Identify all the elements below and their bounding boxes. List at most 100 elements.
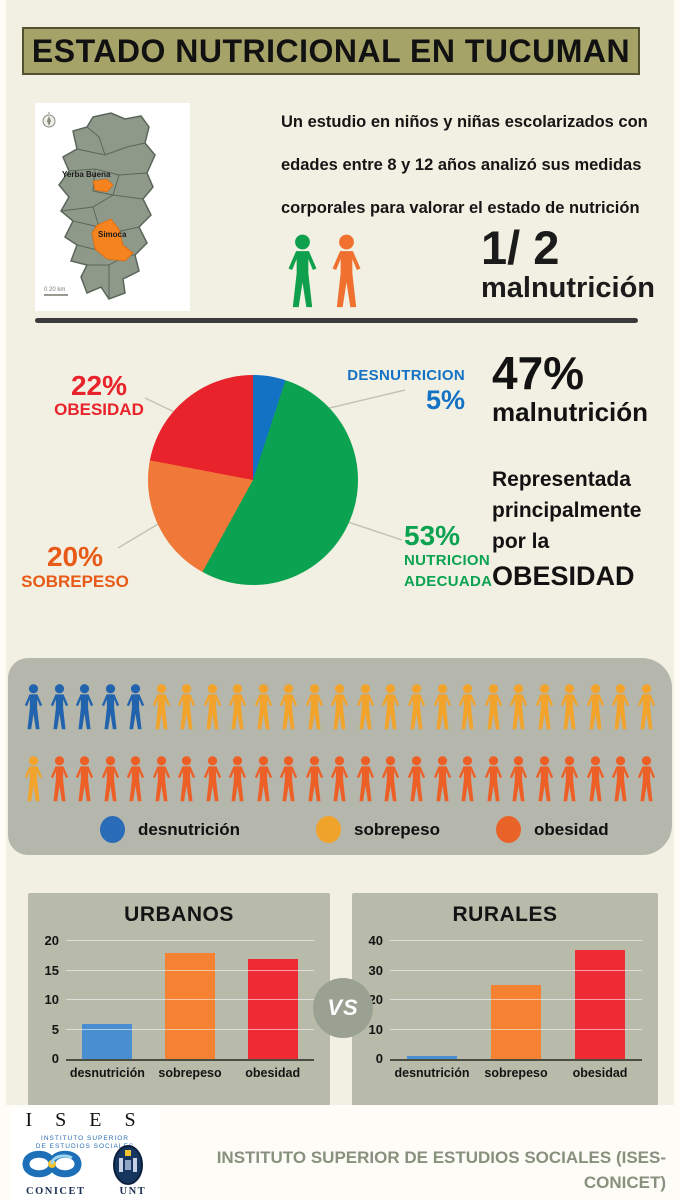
x-axis-labels: desnutrición sobrepeso obesidad [390, 1066, 642, 1080]
legend-label-sobrepeso: sobrepeso [354, 819, 440, 839]
person-icon [178, 756, 196, 802]
bar-obesidad [575, 949, 625, 1059]
province-shape [58, 112, 156, 300]
person-icon [288, 234, 317, 308]
chart-body: 0 10 20 30 40 desnutrición sobrepeso obesidad [352, 933, 658, 1080]
person-icon [484, 756, 502, 802]
person-icon [637, 684, 655, 730]
svg-text:0 20 km: 0 20 km [44, 287, 65, 293]
ises-acronym: I S E S [25, 1109, 145, 1131]
pie-label-nutricion-adecuada: 53% NUTRICION ADECUADA [404, 522, 524, 592]
person-icon [178, 684, 196, 730]
x-category-label: desnutrición [69, 1066, 145, 1080]
person-icon [356, 684, 375, 730]
gridline [390, 1028, 642, 1030]
title-banner: ESTADO NUTRICIONAL EN TUCUMAN [22, 27, 640, 75]
x-category-label: obesidad [245, 1066, 301, 1080]
y-tick-label: 10 [368, 1021, 383, 1037]
conicet-infinity-icon [22, 1150, 82, 1178]
person-icon [458, 684, 477, 730]
bar-slot [231, 958, 314, 1059]
chart-title-urbanos: URBANOS [124, 903, 234, 926]
person-icon [332, 234, 361, 308]
person-icon [535, 684, 553, 730]
gridline [390, 940, 642, 941]
person-icon [509, 684, 528, 730]
hero-person-icons [284, 233, 365, 313]
x-category-label: sobrepeso [158, 1066, 222, 1080]
pie-chart [148, 375, 358, 585]
y-tick-label: 15 [44, 962, 59, 978]
bar-desnutrición [82, 1023, 133, 1059]
x-category-label: sobrepeso [484, 1066, 548, 1080]
bar-slot [558, 949, 642, 1059]
person-icon [101, 684, 119, 730]
y-tick-label: 5 [51, 1021, 59, 1037]
ises-subtitle: INSTITUTO SUPERIOR DE ESTUDIOS SOCIALES [10, 1135, 160, 1151]
person-icon [50, 684, 68, 730]
bar-slot [66, 1023, 149, 1059]
page-title: ESTADO NUTRICIONAL EN TUCUMAN [31, 32, 631, 69]
compass-icon [42, 112, 56, 128]
pie-label-obesidad: 22% OBESIDAD [44, 372, 154, 420]
legend-item-desnutricion: desnutrición [100, 816, 240, 843]
obesidad-name: OBESIDAD [54, 400, 144, 419]
person-icon [152, 756, 170, 802]
credit-email-link[interactable]: lcordero@ises.org.ar [495, 1198, 666, 1200]
person-icon [535, 756, 553, 802]
pictogram-row-2 [22, 752, 658, 808]
institute-line: INSTITUTO SUPERIOR DE ESTUDIOS SOCIALES … [216, 1148, 666, 1192]
gridline [390, 999, 642, 1000]
plot-wrap: desnutrición sobrepeso obesidad [390, 940, 642, 1080]
summary-pct: 47% [492, 347, 585, 399]
bar-obesidad [247, 958, 298, 1059]
person-icon [50, 756, 68, 802]
gridline [66, 969, 314, 971]
paragraph-line: Un estudio en niños y niñas escolarizado… [281, 113, 648, 131]
person-icon [126, 756, 145, 802]
summary-pct-label: malnutrición [492, 397, 649, 427]
map-label-simoca: Simoca [98, 230, 127, 239]
map-scale: 0 20 km [44, 287, 68, 296]
person-icon [356, 756, 375, 802]
bar-slot [474, 985, 558, 1059]
y-tick-label: 30 [368, 962, 383, 978]
person-icon [612, 684, 630, 730]
yerba-buena-region [92, 178, 114, 193]
pictogram-band: desnutrición sobrepeso obesidad [8, 658, 672, 855]
person-icon [126, 684, 145, 730]
map-label-yerba-buena: Yerba Buena [62, 170, 111, 179]
gridline [66, 999, 314, 1000]
person-icon [24, 684, 43, 730]
person-icon [637, 756, 655, 802]
person-icon [331, 756, 349, 802]
vs-badge: VS [313, 978, 373, 1038]
person-icon [280, 756, 298, 802]
footer: I S E S INSTITUTO SUPERIOR DE ESTUDIOS S… [0, 1105, 680, 1200]
logos-svg [22, 1145, 143, 1185]
person-icon [382, 684, 400, 730]
adecuada-pct: 53% [404, 520, 461, 551]
summary-line: principalmente [492, 499, 642, 522]
ises-labels: CONICET UNT [10, 1186, 160, 1197]
person-icon [24, 756, 43, 802]
person-icon [229, 756, 247, 802]
ratio-label: malnutrición [481, 272, 656, 304]
person-icon [433, 684, 451, 730]
plot-area [390, 940, 642, 1061]
pie-label-desnutricion: DESNUTRICION 5% [310, 366, 465, 414]
bar-slot [149, 952, 232, 1059]
credit-line: Dra. María Laura Cordero lcordero@ises.o… [160, 1195, 666, 1200]
chart-body: 0 5 10 15 20 desnutrición sobrepeso obesidad [28, 933, 330, 1080]
person-icon [305, 756, 324, 802]
person-icon [382, 756, 400, 802]
y-axis: 0 10 20 30 40 [360, 933, 390, 1066]
person-icon [75, 684, 94, 730]
vs-label: VS [327, 995, 359, 1020]
section-divider [35, 318, 638, 323]
malnutrition-summary: 47% malnutrición Representada principalm… [492, 348, 672, 592]
ratio-block: 1/ 2 malnutrición [481, 222, 656, 304]
y-tick-label: 10 [44, 992, 59, 1007]
person-icon [560, 756, 579, 802]
